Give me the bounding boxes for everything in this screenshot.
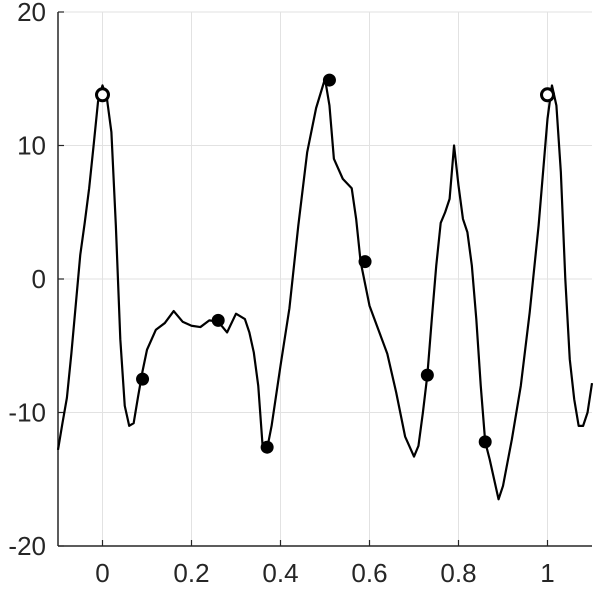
axes	[57, 11, 592, 547]
filled-marker	[420, 368, 434, 382]
filled-marker	[322, 73, 336, 87]
y-tick-label: 10	[17, 131, 46, 161]
series-line	[56, 77, 594, 501]
hollow-marker	[540, 87, 555, 103]
filled-marker	[136, 372, 150, 386]
x-tick-label: 0	[95, 558, 109, 588]
x-tick-label: 0.2	[173, 558, 209, 588]
y-tick-label: -10	[8, 398, 46, 428]
filled-marker	[358, 255, 372, 269]
tick-labels: 0 0.2 0.4 0.6 0.8 1 -20 -10 0 10 20	[8, 0, 554, 588]
y-tick-label: 0	[32, 264, 46, 294]
grid	[58, 11, 592, 547]
filled-marker	[260, 440, 274, 454]
y-tick-label: 20	[17, 0, 46, 27]
y-tick-label: -20	[8, 531, 46, 561]
filled-marker	[211, 313, 225, 327]
markers-layer	[95, 73, 555, 454]
x-tick-label: 0.6	[351, 558, 387, 588]
x-tick-label: 1	[540, 558, 554, 588]
filled-marker	[478, 435, 492, 449]
series-layer	[56, 77, 594, 501]
x-tick-label: 0.4	[262, 558, 298, 588]
hollow-marker	[95, 87, 110, 103]
x-tick-label: 0.8	[440, 558, 476, 588]
